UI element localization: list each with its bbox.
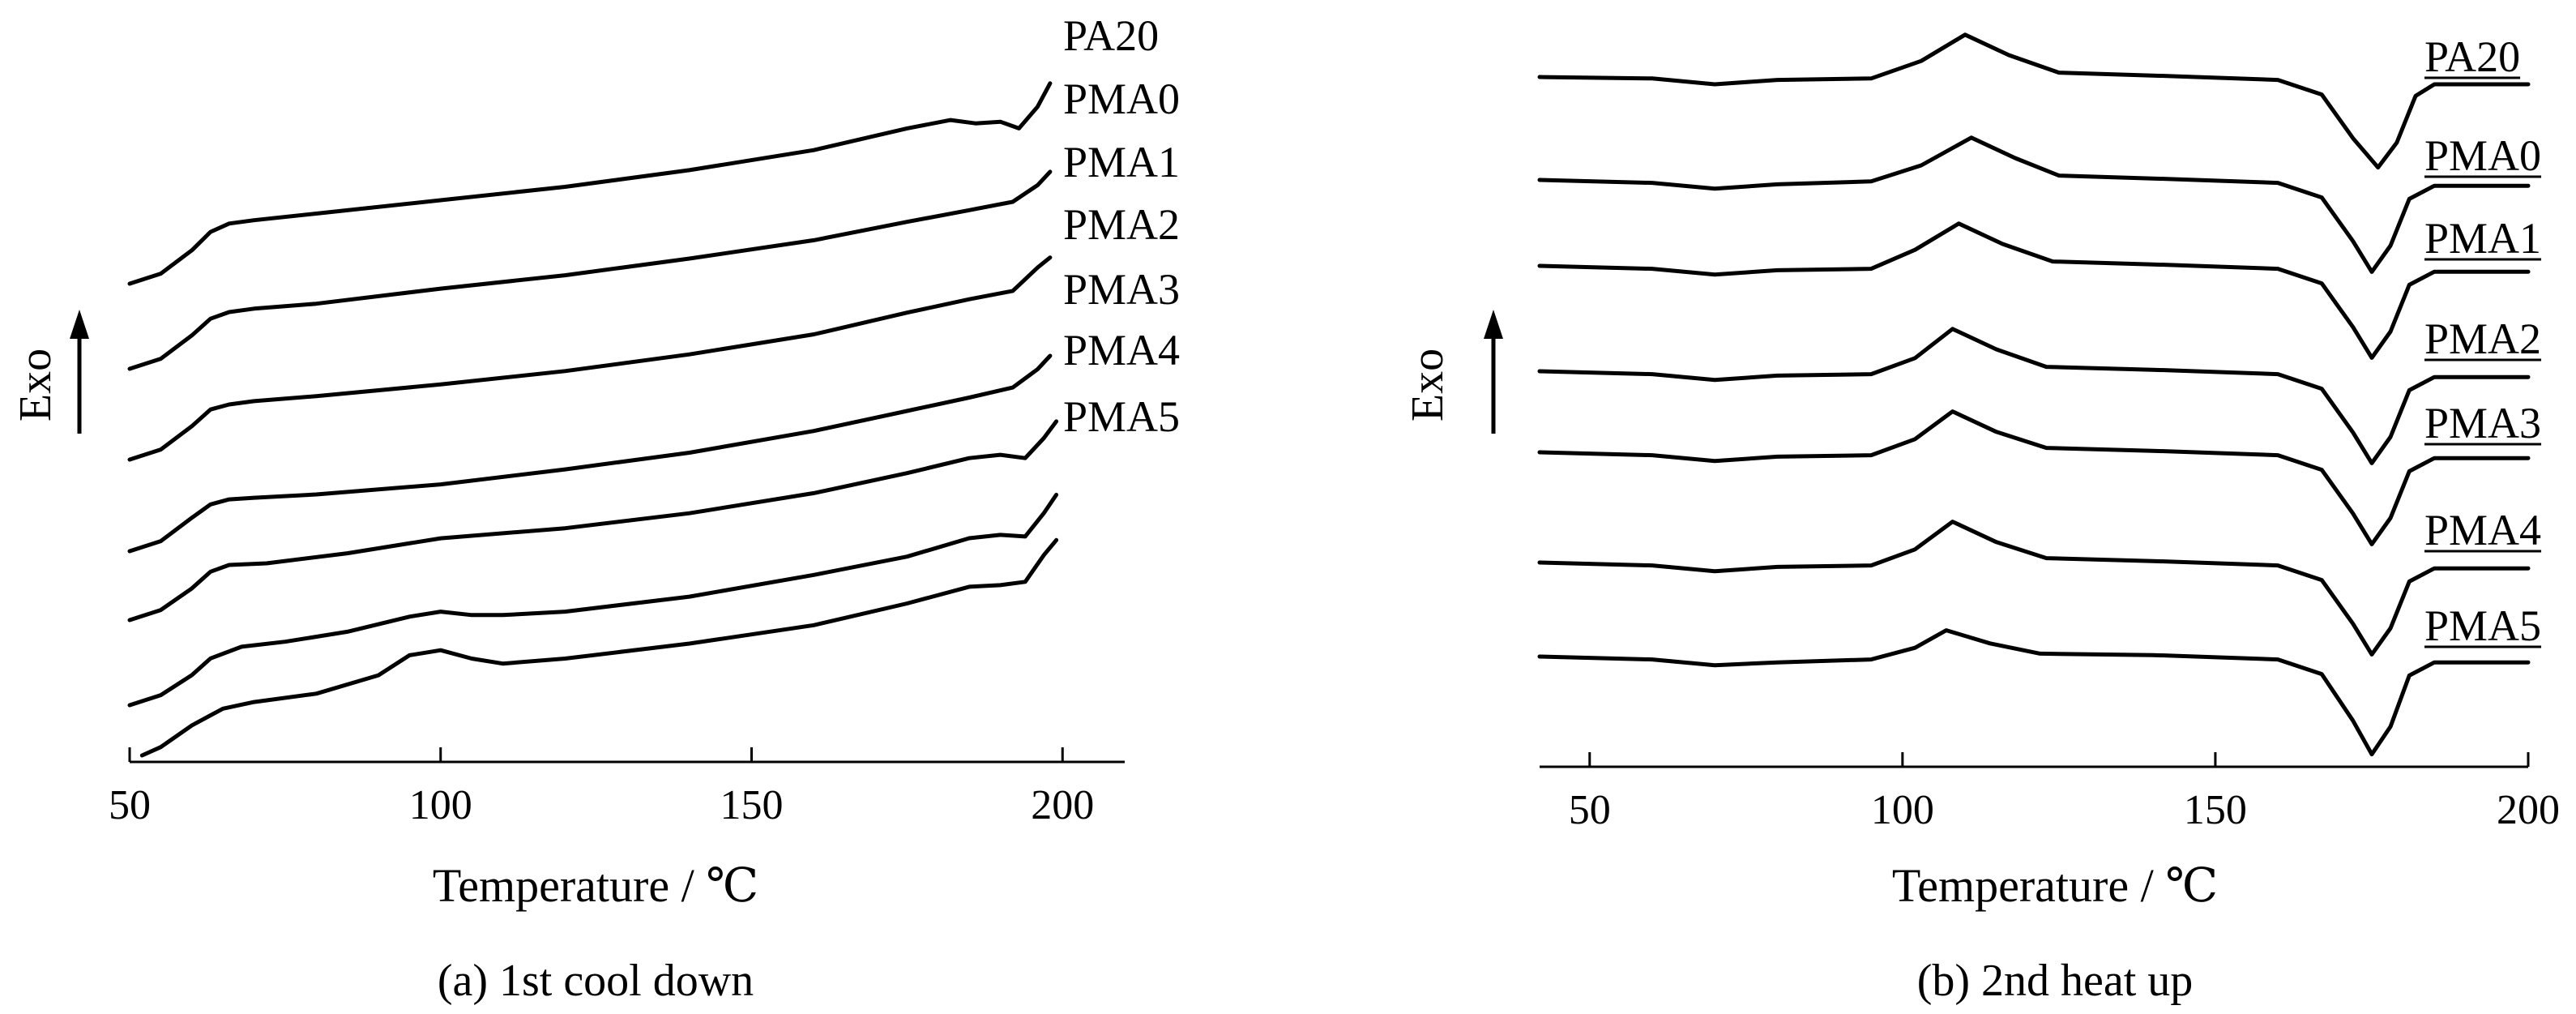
panel-b-caption: (b) 2nd heat up (1917, 956, 2194, 1006)
panel-a-tick-label-150: 150 (720, 782, 784, 828)
panel-a-legend-labels: PA20 PMA0 PMA1 PMA2 PMA3 PMA4 PMA5 (1063, 11, 1180, 441)
panel-b-curve-pma4 (1537, 520, 2531, 657)
panel-a-cool-down: Exo 50 100 150 200 PA20 PMA0 PMA1 PMA2 PMA3 PMA4… (11, 11, 1180, 1006)
panel-b-curve-pma3 (1537, 409, 2531, 546)
panel-b-label-pma0: PMA0 (2424, 131, 2541, 180)
panel-a-x-axis: 50 100 150 200 (109, 747, 1125, 828)
panel-b-curve-pma1 (1537, 221, 2531, 360)
panel-b-curves (1537, 32, 2531, 757)
panel-a-xlabel: Temperature / ℃ (433, 859, 758, 912)
panel-b-label-pma2: PMA2 (2424, 314, 2541, 363)
panel-b-tick-label-100: 100 (1871, 787, 1934, 833)
panel-a-curve-pma5 (139, 537, 1059, 758)
panel-b-tick-label-200: 200 (2497, 787, 2560, 833)
panel-b-x-axis: 50 100 150 200 (1540, 752, 2560, 833)
panel-b-curve-pa20 (1537, 32, 2531, 170)
panel-a-curve-pma4 (127, 492, 1059, 708)
panel-a-ylabel: Exo (11, 349, 61, 421)
panel-b-tick-label-50: 50 (1569, 787, 1611, 833)
panel-a-exo-arrow (70, 310, 89, 434)
panel-b-xlabel: Temperature / ℃ (1892, 859, 2218, 912)
panel-b-heat-up: Exo 50 100 150 200 PA20 PMA0 PMA1 PMA2 PMA3 PMA4… (1403, 32, 2560, 1006)
panel-a-curve-pma1 (127, 255, 1053, 462)
panel-b-curve-pma2 (1537, 327, 2531, 465)
panel-a-curves (127, 81, 1059, 758)
panel-a-label-pma1: PMA1 (1063, 138, 1180, 186)
panel-a-label-pma5: PMA5 (1063, 392, 1180, 441)
panel-a-label-pma2: PMA2 (1063, 200, 1180, 249)
panel-a-curve-pa20 (127, 81, 1053, 286)
panel-a-label-pma3: PMA3 (1063, 265, 1180, 314)
panel-a-tick-label-200: 200 (1031, 782, 1094, 828)
panel-a-caption: (a) 1st cool down (438, 956, 754, 1006)
panel-a-label-pma0: PMA0 (1063, 75, 1180, 123)
panel-b-tick-label-150: 150 (2184, 787, 2247, 833)
panel-b-label-pma3: PMA3 (2424, 399, 2541, 447)
panel-a-curve-pma3 (127, 419, 1059, 623)
panel-b-label-pma4: PMA4 (2424, 506, 2541, 554)
panel-b-exo-arrow (1484, 310, 1503, 434)
panel-b-label-pma5: PMA5 (2424, 601, 2541, 650)
panel-a-curve-pma2 (127, 353, 1053, 554)
panel-a-tick-label-100: 100 (409, 782, 472, 828)
panel-b-curve-pma5 (1537, 628, 2531, 757)
panel-a-label-pma4: PMA4 (1063, 326, 1180, 374)
panel-b-label-pa20: PA20 (2424, 32, 2520, 81)
panel-a-tick-label-50: 50 (109, 782, 151, 828)
panel-b-legend-labels: PA20 PMA0 PMA1 PMA2 PMA3 PMA4 PMA5 (2424, 32, 2542, 650)
panel-b-curve-pma0 (1537, 135, 2531, 274)
panel-b-ylabel: Exo (1403, 349, 1453, 421)
panel-a-curve-pma0 (127, 169, 1053, 371)
panel-b-label-pma1: PMA1 (2424, 214, 2541, 263)
panel-a-label-pa20: PA20 (1063, 11, 1159, 60)
